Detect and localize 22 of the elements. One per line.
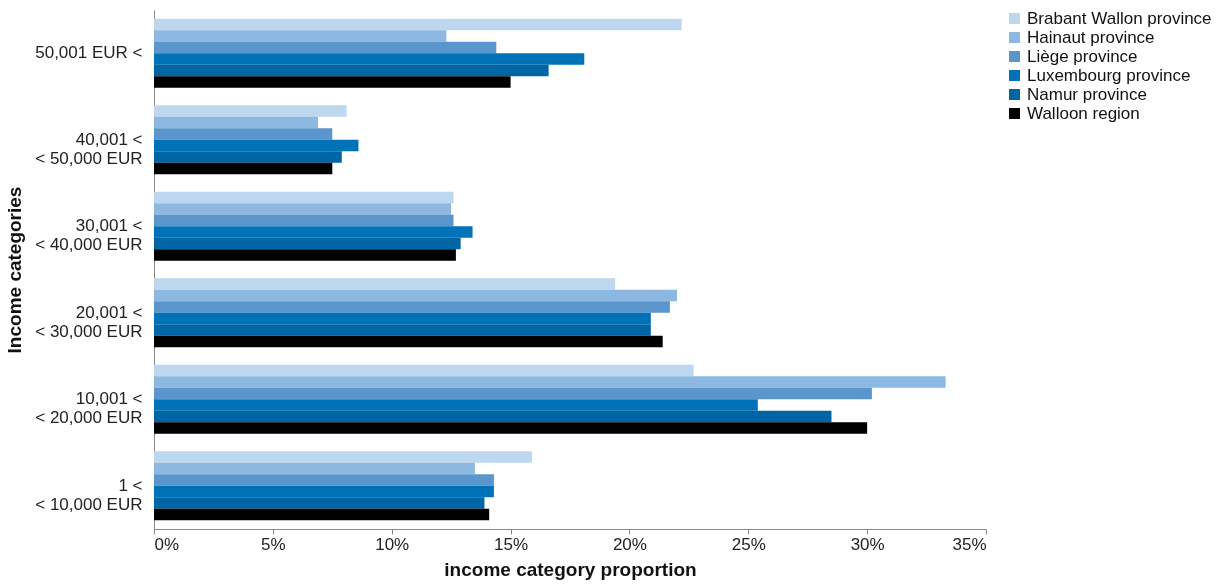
x-tick-label: 20% xyxy=(612,534,647,554)
legend-label: Liège province xyxy=(1027,46,1138,66)
x-axis-title: income category proportion xyxy=(444,558,697,580)
legend-label: Namur province xyxy=(1027,84,1147,104)
x-tick-label: 0% xyxy=(154,534,180,554)
x-tick-label: 35% xyxy=(952,534,987,554)
y-tick-label: 10,001 < < 20,000 EUR xyxy=(35,389,143,428)
x-tick-label: 30% xyxy=(850,534,885,554)
x-tick-label: 10% xyxy=(375,534,410,554)
legend-label: Walloon region xyxy=(1027,103,1140,123)
y-tick-label: 20,001 < < 30,000 EUR xyxy=(35,302,143,341)
y-tick-label: 40,001 < < 50,000 EUR xyxy=(35,129,143,168)
legend-label: Luxembourg province xyxy=(1027,65,1191,85)
y-tick-label: 30,001 < < 40,000 EUR xyxy=(35,216,143,255)
x-tick-label: 25% xyxy=(731,534,766,554)
y-tick-label: 50,001 EUR < xyxy=(35,43,143,63)
y-tick-label: 1 < < 10,000 EUR xyxy=(35,475,143,514)
legend-label: Brabant Wallon province xyxy=(1027,8,1212,28)
x-tick-label: 5% xyxy=(261,534,286,554)
legend-label: Hainaut province xyxy=(1027,27,1155,47)
x-tick-label: 15% xyxy=(494,534,529,554)
y-axis-title: Income categories xyxy=(4,186,26,354)
